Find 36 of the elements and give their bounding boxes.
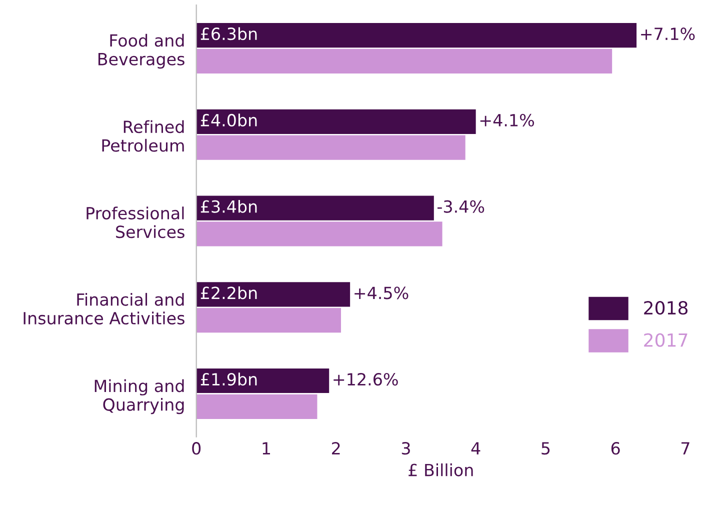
x-tick-label: 4 <box>471 442 480 454</box>
annotation: +4.5% <box>354 286 408 300</box>
x-tick-label: 1 <box>262 442 270 454</box>
bar <box>196 23 637 48</box>
x-tick-label: 3 <box>402 442 410 455</box>
bar <box>196 308 341 333</box>
bar <box>196 394 318 419</box>
y-tick-label: Food and Beverages <box>98 34 184 69</box>
data-label: £1.9bn <box>200 372 257 386</box>
bar <box>196 135 466 160</box>
x-tick-label: 0 <box>192 442 201 455</box>
annotation: +7.1% <box>641 28 695 40</box>
annotation: -3.4% <box>438 200 484 213</box>
x-tick-label: 2 <box>332 442 340 454</box>
bar <box>196 282 350 307</box>
bar <box>196 222 442 246</box>
y-tick-label: Financial and Insurance Activities <box>24 292 184 325</box>
x-axis-title: £ Billion <box>408 463 473 476</box>
bar <box>196 109 476 134</box>
x-tick-label: 5 <box>542 442 550 455</box>
data-label: £3.4bn <box>200 200 257 213</box>
bar <box>196 368 330 394</box>
annotation: +4.1% <box>480 114 534 126</box>
data-label: £6.3bn <box>200 27 257 40</box>
legend-label: 2017 <box>644 333 688 347</box>
y-tick-label: Refined Petroleum <box>102 120 184 152</box>
data-label: £2.2bn <box>200 286 257 300</box>
x-tick-label: 7 <box>682 442 690 454</box>
x-tick-label: 6 <box>611 442 620 455</box>
y-tick-label: Mining and Quarrying <box>94 379 184 414</box>
data-label: £4.0bn <box>200 114 257 126</box>
bar <box>196 48 612 74</box>
legend-label: 2018 <box>644 301 688 315</box>
annotation: +12.6% <box>334 372 398 386</box>
y-tick-label: Professional Services <box>86 206 184 238</box>
bar <box>196 196 434 220</box>
